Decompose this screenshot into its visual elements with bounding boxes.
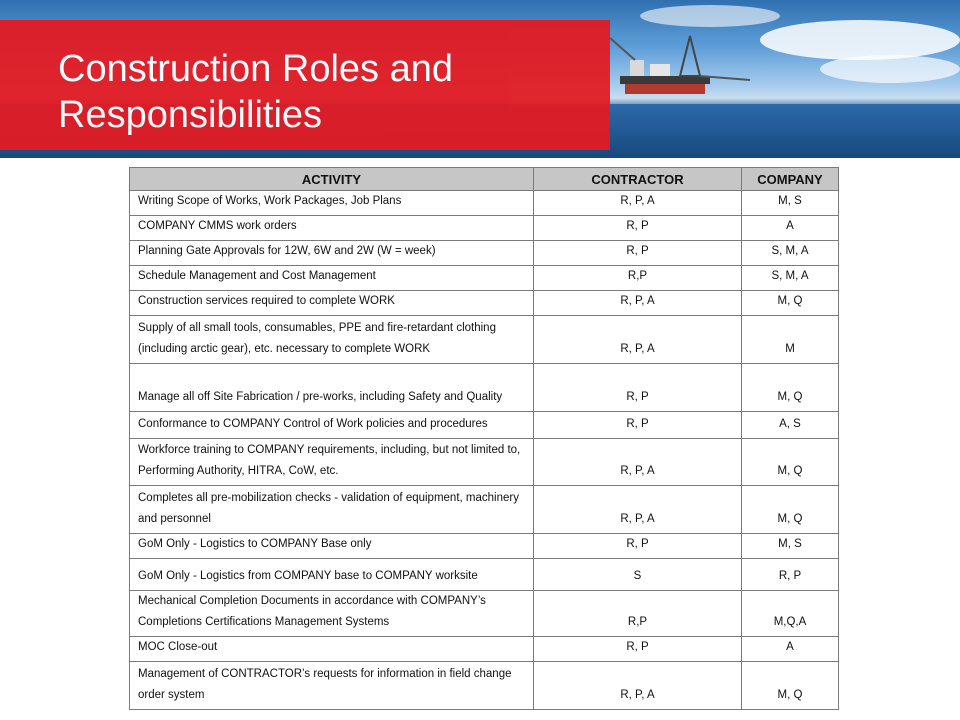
- activity-cell: Schedule Management and Cost Management: [129, 265, 534, 291]
- company-cell: M, Q: [741, 661, 839, 710]
- table-row: Manage all off Site Fabrication / pre-wo…: [129, 363, 839, 412]
- table-row: Conformance to COMPANY Control of Work p…: [129, 411, 839, 439]
- cloud: [820, 55, 960, 83]
- table-row: GoM Only - Logistics to COMPANY Base onl…: [129, 533, 839, 559]
- cloud: [760, 20, 960, 60]
- contractor-cell: R, P: [533, 411, 742, 439]
- header-activity: ACTIVITY: [129, 167, 534, 191]
- contractor-cell: R,P: [533, 265, 742, 291]
- title-box: Construction Roles and Responsibilities: [0, 20, 610, 150]
- contractor-cell: R, P, A: [533, 438, 742, 486]
- contractor-cell: R, P, A: [533, 315, 742, 364]
- header-company: COMPANY: [741, 167, 839, 191]
- table-row: Completes all pre-mobilization checks - …: [129, 485, 839, 534]
- activity-cell: Management of CONTRACTOR’s requests for …: [129, 661, 534, 710]
- title-line-1: Construction Roles and: [58, 48, 453, 90]
- company-cell: A: [741, 636, 839, 662]
- activity-cell: Mechanical Completion Documents in accor…: [129, 590, 534, 637]
- table-body: Writing Scope of Works, Work Packages, J…: [129, 190, 839, 710]
- contractor-cell: R, P, A: [533, 290, 742, 316]
- table-header-row: ACTIVITY CONTRACTOR COMPANY: [129, 167, 839, 191]
- table-row: Schedule Management and Cost Management R…: [129, 265, 839, 291]
- company-cell: M, Q: [741, 438, 839, 486]
- company-cell: M, S: [741, 190, 839, 216]
- table-row: Supply of all small tools, consumables, …: [129, 315, 839, 364]
- contractor-cell: R, P: [533, 363, 742, 412]
- activity-cell: Conformance to COMPANY Control of Work p…: [129, 411, 534, 439]
- activity-cell: Construction services required to comple…: [129, 290, 534, 316]
- title-line-2: Responsibilities: [58, 94, 323, 136]
- company-cell: M,Q,A: [741, 590, 839, 637]
- activity-cell: Completes all pre-mobilization checks - …: [129, 485, 534, 534]
- activity-cell: Workforce training to COMPANY requiremen…: [129, 438, 534, 486]
- contractor-cell: S: [533, 558, 742, 591]
- table-row: Workforce training to COMPANY requiremen…: [129, 438, 839, 486]
- company-cell: M, Q: [741, 363, 839, 412]
- company-cell: M, Q: [741, 485, 839, 534]
- contractor-cell: R, P, A: [533, 485, 742, 534]
- activity-cell: GoM Only - Logistics to COMPANY Base onl…: [129, 533, 534, 559]
- activity-cell: Writing Scope of Works, Work Packages, J…: [129, 190, 534, 216]
- company-cell: M: [741, 315, 839, 364]
- table-row: GoM Only - Logistics from COMPANY base t…: [129, 558, 839, 591]
- oil-rig-icon: [609, 35, 751, 94]
- contractor-cell: R, P, A: [533, 190, 742, 216]
- activity-cell: GoM Only - Logistics from COMPANY base t…: [129, 558, 534, 591]
- company-cell: S, M, A: [741, 240, 839, 266]
- table-row: Mechanical Completion Documents in accor…: [129, 590, 839, 637]
- contractor-cell: R, P: [533, 636, 742, 662]
- slide-title: Construction Roles and Responsibilities: [58, 46, 453, 138]
- contractor-cell: R, P: [533, 533, 742, 559]
- company-cell: S, M, A: [741, 265, 839, 291]
- company-cell: A: [741, 215, 839, 241]
- company-cell: M, S: [741, 533, 839, 559]
- table-row: Writing Scope of Works, Work Packages, J…: [129, 190, 839, 216]
- table-row: Construction services required to comple…: [129, 290, 839, 316]
- header-contractor: CONTRACTOR: [533, 167, 742, 191]
- activity-cell: Planning Gate Approvals for 12W, 6W and …: [129, 240, 534, 266]
- header-banner: Construction Roles and Responsibilities: [0, 0, 960, 158]
- activity-cell: Supply of all small tools, consumables, …: [129, 315, 534, 364]
- contractor-cell: R, P, A: [533, 661, 742, 710]
- company-cell: M, Q: [741, 290, 839, 316]
- activity-cell: COMPANY CMMS work orders: [129, 215, 534, 241]
- table-row: Planning Gate Approvals for 12W, 6W and …: [129, 240, 839, 266]
- cloud: [640, 5, 780, 27]
- contractor-cell: R, P: [533, 215, 742, 241]
- contractor-cell: R, P: [533, 240, 742, 266]
- roles-table: ACTIVITY CONTRACTOR COMPANY Writing Scop…: [129, 167, 839, 710]
- company-cell: R, P: [741, 558, 839, 591]
- contractor-cell: R,P: [533, 590, 742, 637]
- activity-cell: Manage all off Site Fabrication / pre-wo…: [129, 363, 534, 412]
- table-row: Management of CONTRACTOR’s requests for …: [129, 661, 839, 710]
- company-cell: A, S: [741, 411, 839, 439]
- activity-cell: MOC Close-out: [129, 636, 534, 662]
